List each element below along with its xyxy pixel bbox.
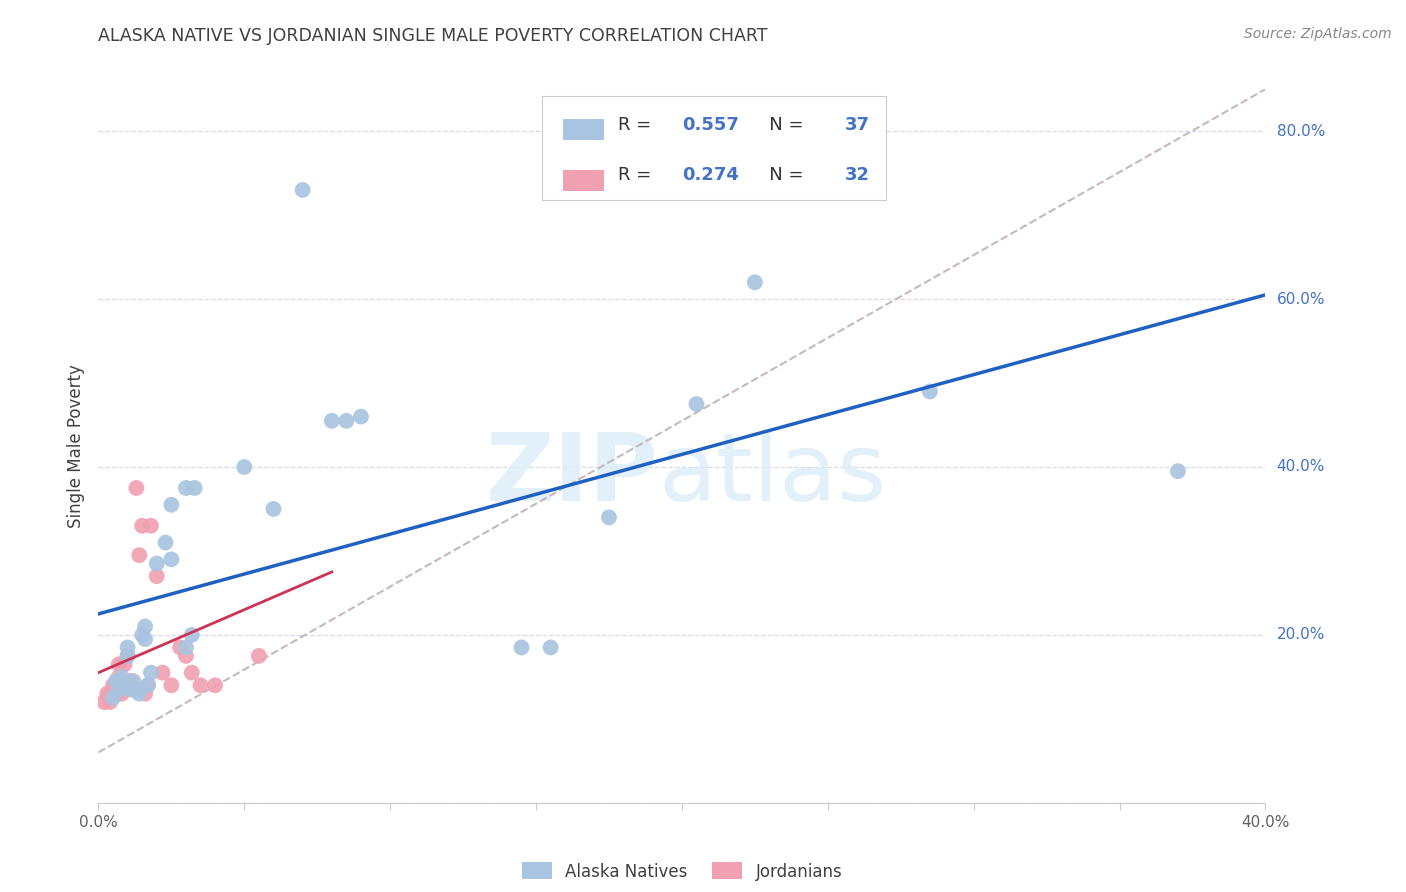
Point [1167, 464, 1189, 478]
Point [160, 552, 183, 566]
Text: 32: 32 [845, 167, 870, 185]
Point [122, 674, 145, 689]
Point [136, 678, 159, 692]
Text: 37: 37 [845, 116, 870, 134]
Point [120, 674, 142, 689]
Text: 60.0%: 60.0% [1277, 292, 1324, 307]
Point [134, 619, 156, 633]
Point [134, 632, 156, 646]
Point [262, 502, 284, 516]
Text: R =: R = [617, 116, 657, 134]
Point [174, 481, 197, 495]
Y-axis label: Single Male Poverty: Single Male Poverty [67, 364, 86, 528]
Legend: Alaska Natives, Jordanians: Alaska Natives, Jordanians [515, 855, 849, 888]
Point [540, 640, 562, 655]
Point [93, 695, 115, 709]
Bar [562, 120, 603, 140]
Point [291, 183, 314, 197]
Point [180, 665, 202, 680]
Point [744, 275, 766, 289]
Point [136, 678, 159, 692]
Point [139, 518, 162, 533]
Point [122, 682, 145, 697]
Point [139, 665, 162, 680]
Point [117, 648, 139, 663]
Point [104, 682, 127, 697]
Point [104, 687, 127, 701]
Text: 0.557: 0.557 [682, 116, 738, 134]
Point [117, 678, 139, 692]
Point [98, 695, 121, 709]
Point [114, 657, 136, 672]
Text: N =: N = [752, 116, 810, 134]
Text: R =: R = [617, 167, 657, 185]
Point [108, 670, 131, 684]
Point [111, 687, 134, 701]
Point [117, 640, 139, 655]
Point [510, 640, 533, 655]
Point [685, 397, 707, 411]
Point [146, 557, 169, 571]
Text: N =: N = [752, 167, 810, 185]
Point [128, 548, 150, 562]
Bar [562, 170, 603, 191]
Point [125, 682, 148, 697]
Point [160, 498, 183, 512]
Point [111, 670, 134, 684]
Point [101, 682, 124, 697]
Point [174, 648, 197, 663]
Point [108, 682, 131, 697]
Point [169, 640, 191, 655]
Point [125, 481, 148, 495]
Point [101, 678, 124, 692]
Point [146, 569, 169, 583]
Point [155, 535, 177, 549]
Point [111, 682, 134, 697]
Point [101, 690, 124, 705]
Point [247, 648, 270, 663]
Text: ALASKA NATIVE VS JORDANIAN SINGLE MALE POVERTY CORRELATION CHART: ALASKA NATIVE VS JORDANIAN SINGLE MALE P… [98, 27, 768, 45]
Point [174, 640, 197, 655]
Point [183, 481, 205, 495]
Text: 80.0%: 80.0% [1277, 124, 1324, 138]
Point [131, 518, 153, 533]
Text: 20.0%: 20.0% [1277, 627, 1324, 642]
Point [98, 687, 121, 701]
Text: 40.0%: 40.0% [1277, 459, 1324, 475]
Point [335, 414, 357, 428]
Point [117, 648, 139, 663]
Point [321, 414, 343, 428]
Point [96, 687, 118, 701]
Point [152, 665, 174, 680]
Point [350, 409, 373, 424]
Point [204, 678, 226, 692]
Point [180, 628, 202, 642]
Text: Source: ZipAtlas.com: Source: ZipAtlas.com [1244, 27, 1392, 41]
Point [111, 678, 134, 692]
Point [104, 674, 127, 689]
Point [128, 687, 150, 701]
Text: 0.274: 0.274 [682, 167, 738, 185]
Point [190, 678, 212, 692]
Point [120, 682, 142, 697]
Point [134, 687, 156, 701]
Point [108, 657, 131, 672]
Point [160, 678, 183, 692]
Point [918, 384, 941, 399]
Text: atlas: atlas [658, 428, 887, 521]
Point [131, 628, 153, 642]
Point [233, 460, 256, 475]
Point [598, 510, 620, 524]
Text: ZIP: ZIP [485, 428, 658, 521]
FancyBboxPatch shape [541, 96, 886, 200]
